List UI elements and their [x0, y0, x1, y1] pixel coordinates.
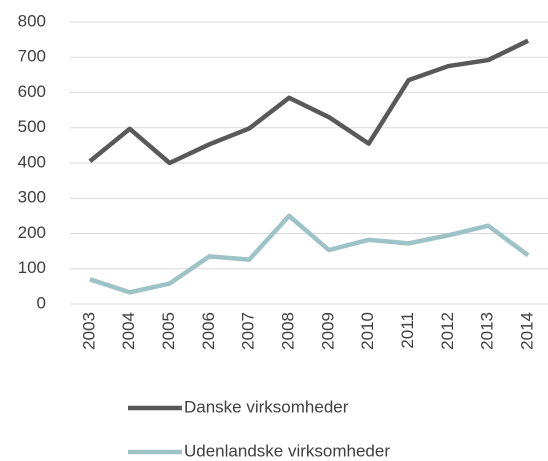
y-tick-label: 100 [18, 258, 46, 277]
y-tick-label: 500 [18, 117, 46, 136]
y-tick-label: 300 [18, 188, 46, 207]
x-tick-label: 2006 [199, 312, 218, 350]
series-line [88, 38, 530, 166]
x-tick-label: 2010 [358, 312, 377, 350]
x-tick-label: 2009 [318, 312, 337, 350]
x-tick-label: 2004 [119, 312, 138, 350]
x-tick-label: 2013 [478, 312, 497, 350]
legend-label: Udenlandske virksomheder [184, 441, 390, 460]
x-tick-label: 2005 [159, 312, 178, 350]
y-tick-label: 0 [37, 293, 46, 312]
legend-label: Danske virksomheder [184, 397, 349, 416]
y-tick-label: 200 [18, 223, 46, 242]
x-tick-label: 2012 [438, 312, 457, 350]
x-tick-label: 2008 [279, 312, 298, 350]
x-tick-label: 2007 [239, 312, 258, 350]
y-tick-label: 600 [18, 82, 46, 101]
series-line [89, 213, 530, 295]
y-tick-label: 400 [18, 152, 46, 171]
x-tick-label: 2014 [518, 312, 537, 350]
y-tick-label: 700 [18, 47, 46, 66]
y-tick-label: 800 [18, 11, 46, 30]
x-tick-label: 2011 [398, 312, 417, 349]
x-tick-label: 2003 [79, 312, 98, 350]
